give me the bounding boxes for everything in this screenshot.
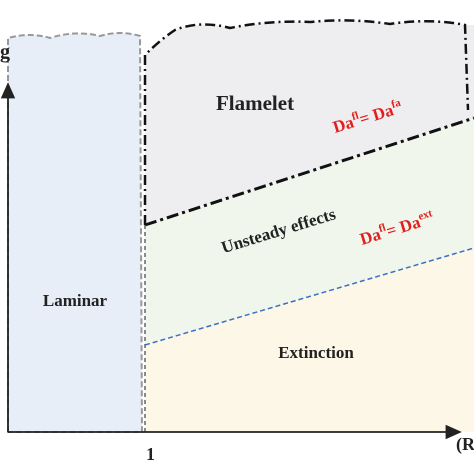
x-tick-label: 1 — [146, 444, 155, 464]
laminar-region — [7, 32, 144, 433]
eq-sup: ext — [417, 207, 434, 223]
x-axis-label: (R — [456, 434, 474, 455]
unsteady-region — [145, 118, 474, 345]
region-label: Extinction — [278, 343, 354, 362]
eq-sup: fa — [390, 97, 403, 111]
extinction-region — [145, 248, 474, 432]
eq-sup: fl — [377, 222, 387, 235]
region-label: Laminar — [43, 291, 108, 310]
flamelet-region — [145, 20, 474, 226]
eq-sup: fl — [350, 110, 360, 123]
region-label: Flamelet — [216, 91, 294, 115]
y-axis-label: g — [0, 41, 10, 63]
flamelet-border — [143, 19, 470, 225]
flamelet-boundary — [144, 116, 474, 227]
extinction-boundary — [144, 247, 474, 346]
